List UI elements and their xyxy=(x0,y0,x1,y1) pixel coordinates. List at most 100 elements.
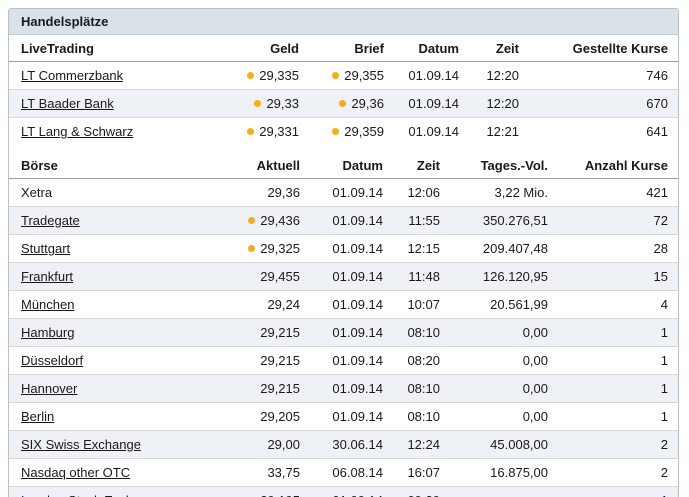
venue-name-cell: LT Commerzbank xyxy=(9,62,194,90)
datum-cell: 01.09.14 xyxy=(300,374,383,403)
exchange-name[interactable]: Tradegate xyxy=(21,213,80,228)
tagesvol-cell: 20.561,99 xyxy=(440,290,548,319)
livetrading-header-row: LiveTrading Geld Brief Datum Zeit Gestel… xyxy=(9,35,678,62)
exchange-name[interactable]: SIX Swiss Exchange xyxy=(21,437,141,452)
exchange-name[interactable]: Hamburg xyxy=(21,325,75,340)
aktuell-value: 29,325 xyxy=(260,241,300,256)
venue-name[interactable]: LT Commerzbank xyxy=(21,68,124,83)
datum-cell: 01.09.14 xyxy=(332,185,383,200)
anzahl-kurse-cell: 2 xyxy=(548,430,678,459)
datum-cell: 01.09.14 xyxy=(300,262,383,291)
exchange-name-cell: Düsseldorf xyxy=(9,346,194,375)
price-indicator-icon xyxy=(248,217,256,224)
table-row: Xetra 29,36 01.09.14 12:06 3,22 Mio. 421 xyxy=(9,179,678,207)
brief-value: 29,355 xyxy=(344,68,384,83)
zeit-cell: 08:10 xyxy=(383,318,440,347)
column-header-zeit: Zeit xyxy=(459,35,519,62)
exchange-name[interactable]: Berlin xyxy=(21,409,55,424)
tagesvol-cell: 0,00 xyxy=(440,374,548,403)
aktuell-value: 29,195 xyxy=(260,493,300,497)
table-row: Tradegate 29,436 01.09.14 11:55 350.276,… xyxy=(9,206,678,235)
exchange-name[interactable]: München xyxy=(21,297,75,312)
livetrading-table: LiveTrading Geld Brief Datum Zeit Gestel… xyxy=(9,35,678,145)
aktuell-value: 29,455 xyxy=(260,269,300,284)
column-header-zeit: Zeit xyxy=(383,152,440,179)
column-header-boerse: Börse xyxy=(9,152,194,179)
aktuell-cell: 29,00 xyxy=(194,430,300,459)
zeit-cell: 12:15 xyxy=(383,234,440,263)
column-header-livetrading: LiveTrading xyxy=(9,35,194,62)
exchange-name: Xetra xyxy=(21,185,53,200)
exchange-name-cell: Frankfurt xyxy=(9,262,194,291)
exchange-name-cell: Tradegate xyxy=(9,206,194,235)
brief-cell: 29,36 xyxy=(299,89,384,118)
zeit-cell: 12:20 xyxy=(486,68,519,83)
tagesvol-cell: 0,00 xyxy=(440,346,548,375)
datum-cell: 06.08.14 xyxy=(300,458,383,487)
exchange-name-cell: Hannover xyxy=(9,374,194,403)
aktuell-cell: 29,205 xyxy=(194,402,300,431)
anzahl-kurse-cell: 2 xyxy=(548,458,678,487)
brief-value: 29,359 xyxy=(344,124,384,139)
tagesvol-cell: 209.407,48 xyxy=(440,234,548,263)
price-indicator-icon xyxy=(248,245,256,252)
table-row: London Stock Exchange 29,195 01.09.14 09… xyxy=(9,486,678,497)
tagesvol-cell: 0,00 xyxy=(440,318,548,347)
exchange-name[interactable]: Stuttgart xyxy=(21,241,71,256)
exchange-name-cell: Nasdaq other OTC xyxy=(9,458,194,487)
exchange-name[interactable]: London Stock Exchange xyxy=(21,493,162,497)
exchange-name[interactable]: Hannover xyxy=(21,381,78,396)
table-row: LT Commerzbank 29,335 29,355 01.09.14 12… xyxy=(9,62,678,90)
zeit-cell: 11:55 xyxy=(383,206,440,235)
column-header-datum: Datum xyxy=(300,152,383,179)
zeit-cell: 10:07 xyxy=(383,290,440,319)
datum-cell: 01.09.14 xyxy=(384,117,459,145)
datum-cell: 01.09.14 xyxy=(300,486,383,497)
zeit-cell: 08:20 xyxy=(383,346,440,375)
column-header-gestellte-kurse: Gestellte Kurse xyxy=(519,35,678,62)
price-indicator-icon xyxy=(247,72,255,79)
geld-value: 29,335 xyxy=(259,68,299,83)
anzahl-kurse-cell: 1 xyxy=(548,402,678,431)
zeit-cell: 09:29 xyxy=(383,486,440,497)
aktuell-value: 29,36 xyxy=(267,185,300,200)
zeit-cell: 08:10 xyxy=(383,402,440,431)
table-row: Nasdaq other OTC 33,75 06.08.14 16:07 16… xyxy=(9,458,678,487)
table-row: Frankfurt 29,455 01.09.14 11:48 126.120,… xyxy=(9,262,678,291)
venue-name-cell: LT Lang & Schwarz xyxy=(9,117,194,145)
aktuell-cell: 29,215 xyxy=(194,346,300,375)
exchange-name[interactable]: Nasdaq other OTC xyxy=(21,465,131,480)
venue-name[interactable]: LT Baader Bank xyxy=(21,96,114,111)
table-row: LT Baader Bank 29,33 29,36 01.09.14 12:2… xyxy=(9,89,678,118)
brief-value: 29,36 xyxy=(351,96,384,111)
price-indicator-icon xyxy=(254,100,262,107)
venue-name[interactable]: LT Lang & Schwarz xyxy=(21,124,134,139)
exchange-name[interactable]: Frankfurt xyxy=(21,269,74,284)
exchange-name[interactable]: Düsseldorf xyxy=(21,353,84,368)
exchange-name-cell: London Stock Exchange xyxy=(9,486,194,497)
geld-value: 29,331 xyxy=(259,124,299,139)
aktuell-value: 33,75 xyxy=(267,465,300,480)
aktuell-cell: 29,436 xyxy=(194,206,300,235)
table-row: Stuttgart 29,325 01.09.14 12:15 209.407,… xyxy=(9,234,678,263)
price-indicator-icon xyxy=(339,100,347,107)
brief-cell: 29,355 xyxy=(299,62,384,90)
exchange-name-cell: Xetra xyxy=(9,179,194,207)
aktuell-cell: 33,75 xyxy=(194,458,300,487)
tagesvol-cell: 45.008,00 xyxy=(440,430,548,459)
tagesvol-cell: 16.875,00 xyxy=(440,458,548,487)
datum-cell: 01.09.14 xyxy=(300,290,383,319)
table-row: Düsseldorf 29,215 01.09.14 08:20 0,00 1 xyxy=(9,346,678,375)
zeit-cell: 16:07 xyxy=(383,458,440,487)
zeit-cell: 08:10 xyxy=(383,374,440,403)
table-row: LT Lang & Schwarz 29,331 29,359 01.09.14… xyxy=(9,117,678,145)
tagesvol-cell: 126.120,95 xyxy=(440,262,548,291)
aktuell-value: 29,205 xyxy=(260,409,300,424)
aktuell-cell: 29,36 xyxy=(194,179,300,207)
exchange-name-cell: Stuttgart xyxy=(9,234,194,263)
anzahl-kurse-cell: 1 xyxy=(548,346,678,375)
exchange-name-cell: SIX Swiss Exchange xyxy=(9,430,194,459)
brief-cell: 29,359 xyxy=(299,117,384,145)
datum-cell: 01.09.14 xyxy=(300,318,383,347)
tagesvol-cell: 3,22 Mio. xyxy=(494,185,548,200)
